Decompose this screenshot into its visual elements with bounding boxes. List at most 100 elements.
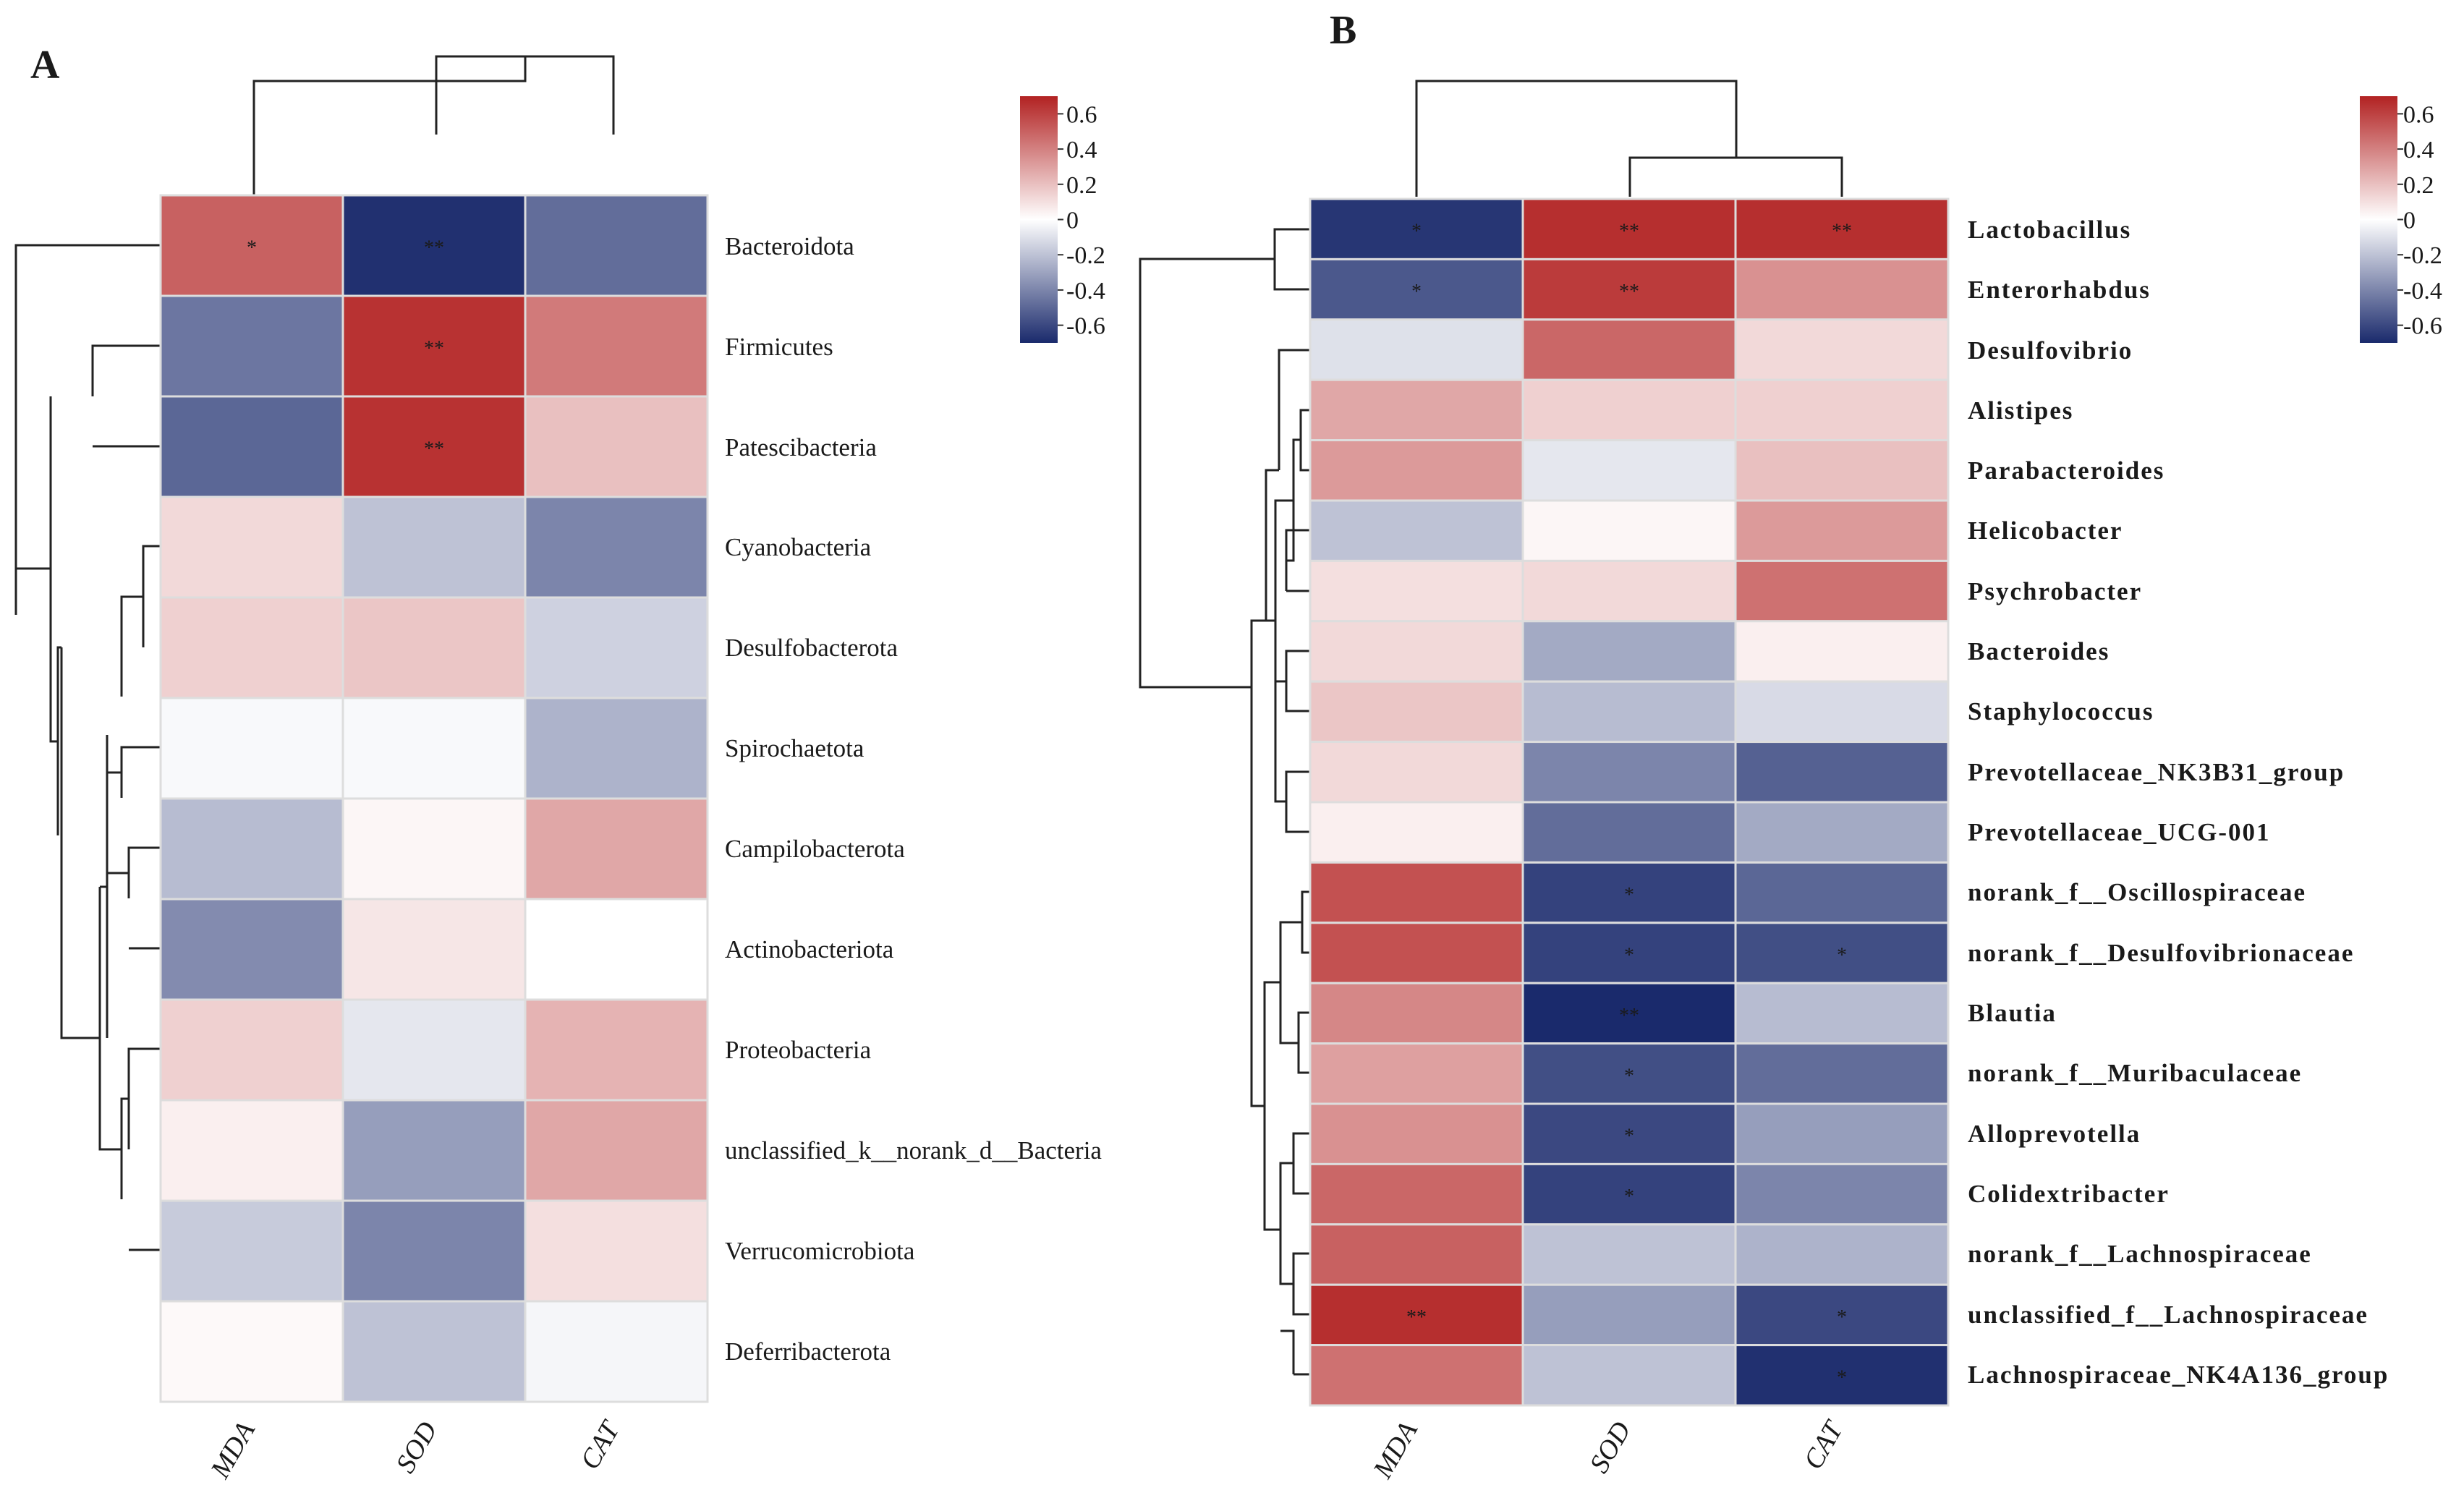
heatmap-cell xyxy=(524,1300,709,1403)
row-label: norank_f__Oscillospiraceae xyxy=(1968,878,2306,906)
row-label: Staphylococcus xyxy=(1968,697,2154,725)
heatmap-cell xyxy=(1521,1102,1737,1165)
colorbar-gradient xyxy=(1020,96,1058,343)
heatmap-cell xyxy=(341,596,527,699)
heatmap-cell xyxy=(159,898,344,1001)
heatmap-cell xyxy=(1521,680,1737,744)
significance-mark: ** xyxy=(424,338,444,360)
significance-mark: * xyxy=(1411,221,1422,243)
significance-mark: * xyxy=(1624,1065,1634,1087)
heatmap-cell xyxy=(159,998,344,1102)
significance-mark: ** xyxy=(424,438,444,461)
heatmap-cell xyxy=(1521,318,1737,381)
significance-mark: * xyxy=(1624,1125,1634,1148)
heatmap-cell xyxy=(524,495,709,599)
colorbar-tick-label: 0.4 xyxy=(1066,137,1097,163)
row-label: unclassified_f__Lachnospiraceae xyxy=(1968,1301,2369,1329)
heatmap-cell xyxy=(1309,1162,1524,1226)
colorbar-tick-label: -0.6 xyxy=(2403,313,2442,340)
heatmap-cell xyxy=(1309,1223,1524,1286)
heatmap-cell xyxy=(1734,861,1950,924)
heatmap-cell xyxy=(1309,559,1524,623)
column-label: MDA xyxy=(1367,1416,1424,1484)
heatmap-cell xyxy=(1734,1223,1950,1286)
heatmap-cell xyxy=(1734,680,1950,744)
heatmap-cell xyxy=(1521,1344,1737,1407)
heatmap-cell xyxy=(159,1300,344,1403)
heatmap-cell xyxy=(1734,1042,1950,1105)
heatmap-cell xyxy=(159,596,344,699)
heatmap-cell xyxy=(1734,1344,1950,1407)
colorbar-tick-label: 0 xyxy=(2403,208,2416,234)
heatmap-cell xyxy=(1309,1042,1524,1105)
heatmap-cell xyxy=(1734,258,1950,321)
heatmap-cell xyxy=(524,194,709,297)
significance-marks-b: * ** *** **** ******** ** xyxy=(1406,221,1852,1390)
heatmap-cell xyxy=(1734,1102,1950,1165)
heatmap-cell xyxy=(159,395,344,498)
significance-marks-a: * ****** xyxy=(247,237,444,461)
heatmap-cell xyxy=(159,1099,344,1202)
column-dendrogram-b xyxy=(1415,80,1843,197)
heatmap-cell xyxy=(159,194,344,297)
row-label: Helicobacter xyxy=(1968,516,2123,545)
heatmap-cell xyxy=(1521,197,1737,260)
heatmap-cell xyxy=(1309,318,1524,381)
heatmap-cell xyxy=(159,294,344,398)
heatmap-cell xyxy=(341,898,527,1001)
significance-mark: * xyxy=(247,237,257,260)
column-label: SOD xyxy=(390,1417,443,1478)
row-label: Firmicutes xyxy=(725,333,833,361)
heatmap-cell xyxy=(159,495,344,599)
colorbar-b: 0.6 0.4 0.2 0 -0.2 -0.4 -0.6 xyxy=(2360,96,2442,343)
column-labels-b: MDA SOD CAT xyxy=(1367,1415,1850,1484)
heatmap-cell xyxy=(1734,1162,1950,1226)
column-dendrogram-a xyxy=(252,55,615,197)
row-label: norank_f__Lachnospiraceae xyxy=(1968,1240,2312,1268)
heatmap-cell xyxy=(524,1199,709,1303)
colorbar-tick-label: -0.6 xyxy=(1066,313,1105,340)
heatmap-cell xyxy=(1521,1042,1737,1105)
heatmap-cell xyxy=(1309,982,1524,1045)
heatmap-cell xyxy=(1521,801,1737,864)
heatmap-cell xyxy=(1734,982,1950,1045)
significance-mark: ** xyxy=(1619,281,1639,303)
heatmap-cell xyxy=(1734,318,1950,381)
heatmap-cell xyxy=(1309,620,1524,683)
colorbar-a: 0.6 0.4 0.2 0 -0.2 -0.4 -0.6 xyxy=(1020,96,1105,343)
heatmap-cell xyxy=(341,495,527,599)
heatmap-cell xyxy=(341,1099,527,1202)
row-labels-b: Lactobacillus Enterorhabdus Desulfovibri… xyxy=(1968,216,2389,1389)
row-label: Lactobacillus xyxy=(1968,216,2131,244)
row-label: Spirochaetota xyxy=(725,734,864,762)
heatmap-cell xyxy=(1521,499,1737,562)
row-label: Bacteroides xyxy=(1968,637,2110,665)
row-label: unclassified_k__norank_d__Bacteria xyxy=(725,1136,1102,1165)
heatmap-cell xyxy=(1309,922,1524,984)
heatmap-cell xyxy=(1734,1283,1950,1347)
row-label: Verrucomicrobiota xyxy=(725,1237,915,1265)
colorbar-tick-label: 0.2 xyxy=(2403,172,2434,199)
heatmap-cell xyxy=(1734,439,1950,502)
heatmap-cell xyxy=(1521,922,1737,984)
significance-mark: * xyxy=(1624,884,1634,906)
heatmap-cell xyxy=(1521,258,1737,321)
heatmap-cell xyxy=(341,1300,527,1403)
heatmap-cell xyxy=(1521,1223,1737,1286)
row-label: Lachnospiraceae_NK4A136_group xyxy=(1968,1361,2389,1389)
heatmap-cell xyxy=(1309,801,1524,864)
heatmap-cell xyxy=(1309,499,1524,562)
heatmap-cell xyxy=(1521,982,1737,1045)
heatmap-cell xyxy=(1309,861,1524,924)
row-label: Patescibacteria xyxy=(725,433,877,461)
row-label: Bacteroidota xyxy=(725,232,854,260)
column-label: CAT xyxy=(1798,1415,1850,1475)
row-label: Deferribacterota xyxy=(725,1337,891,1366)
row-label: Campilobacterota xyxy=(725,835,905,863)
heatmap-cell xyxy=(524,1099,709,1202)
significance-mark: ** xyxy=(424,237,444,260)
row-label: Prevotellaceae_UCG-001 xyxy=(1968,818,2271,846)
heatmap-panel-b: * ** *** **** ******** ** Lactobacillus Enter… xyxy=(1139,80,2442,1484)
heatmap-cell xyxy=(341,194,527,297)
